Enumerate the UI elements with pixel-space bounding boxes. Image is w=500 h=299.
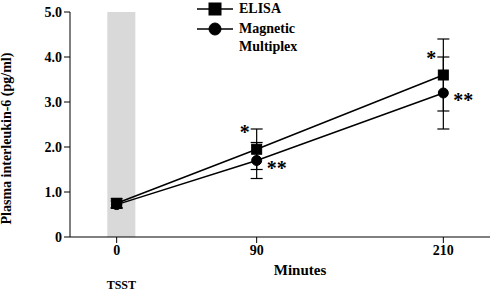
svg-text:4.0: 4.0: [45, 50, 63, 65]
svg-text:0: 0: [55, 230, 62, 245]
svg-text:Minutes: Minutes: [274, 262, 327, 278]
html-text:ELISA: ELISA: [239, 1, 281, 16]
svg-text:210: 210: [433, 243, 454, 258]
svg-text:**: **: [267, 157, 287, 179]
svg-text:*: *: [240, 121, 250, 143]
svg-text:TSST: TSST: [107, 278, 136, 292]
svg-text:0: 0: [113, 243, 120, 258]
svg-text:3.0: 3.0: [45, 95, 63, 110]
svg-text:*: *: [426, 47, 436, 69]
svg-text:2.0: 2.0: [45, 140, 63, 155]
html-text:Magnetic Multiplex: Magnetic Multiplex: [239, 21, 298, 54]
svg-text:5.0: 5.0: [45, 5, 63, 20]
svg-text:Plasma interleukin-6 (pg/ml): Plasma interleukin-6 (pg/ml): [8, 52, 15, 224]
svg-text:1.0: 1.0: [45, 185, 63, 200]
svg-text:90: 90: [250, 243, 264, 258]
svg-text:**: **: [453, 89, 473, 111]
